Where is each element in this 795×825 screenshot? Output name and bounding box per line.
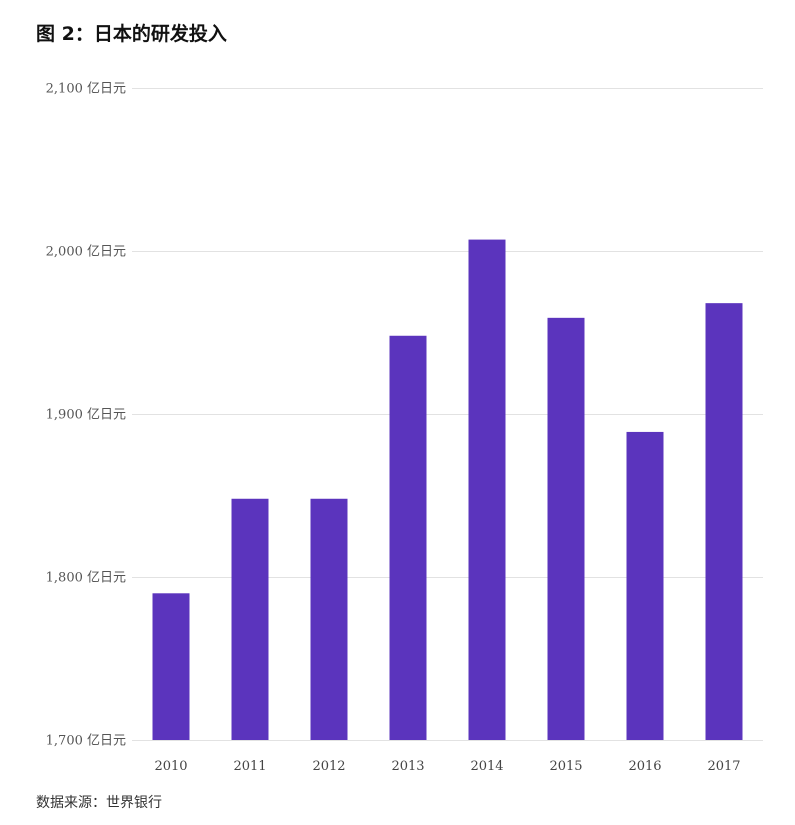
bar-2010 xyxy=(152,593,190,740)
chart-title: 图 2：日本的研发投入 xyxy=(36,23,227,45)
x-tick-label: 2014 xyxy=(470,759,503,774)
bar-2014 xyxy=(468,239,506,740)
y-tick-label: 1,900 亿日元 xyxy=(46,408,126,423)
y-axis-tick-labels: 1,700 亿日元 1,800 亿日元 1,900 亿日元 2,000 亿日元 2,10… xyxy=(46,82,126,749)
x-tick-label: 2016 xyxy=(628,759,661,774)
x-axis-tick-labels: 2010 2011 2012 2013 2014 2015 2016 2017 xyxy=(154,759,740,774)
gridlines xyxy=(132,88,763,741)
y-tick-label: 1,800 亿日元 xyxy=(46,571,126,586)
y-tick-label: 1,700 亿日元 xyxy=(46,734,126,749)
bars xyxy=(152,239,743,740)
bar-2016 xyxy=(626,431,664,740)
source-note: 数据来源：世界银行 xyxy=(36,795,162,811)
x-tick-label: 2015 xyxy=(549,759,582,774)
x-tick-label: 2013 xyxy=(391,759,424,774)
bar-2012 xyxy=(310,498,348,740)
x-tick-label: 2010 xyxy=(154,759,187,774)
bar-2011 xyxy=(231,498,269,740)
x-tick-label: 2012 xyxy=(312,759,345,774)
bar-2017 xyxy=(705,303,743,740)
y-tick-label: 2,100 亿日元 xyxy=(46,82,126,97)
x-tick-label: 2017 xyxy=(707,759,740,774)
bar-2013 xyxy=(389,335,427,740)
x-tick-label: 2011 xyxy=(233,759,266,774)
y-tick-label: 2,000 亿日元 xyxy=(46,245,126,260)
bar-2015 xyxy=(547,317,585,740)
